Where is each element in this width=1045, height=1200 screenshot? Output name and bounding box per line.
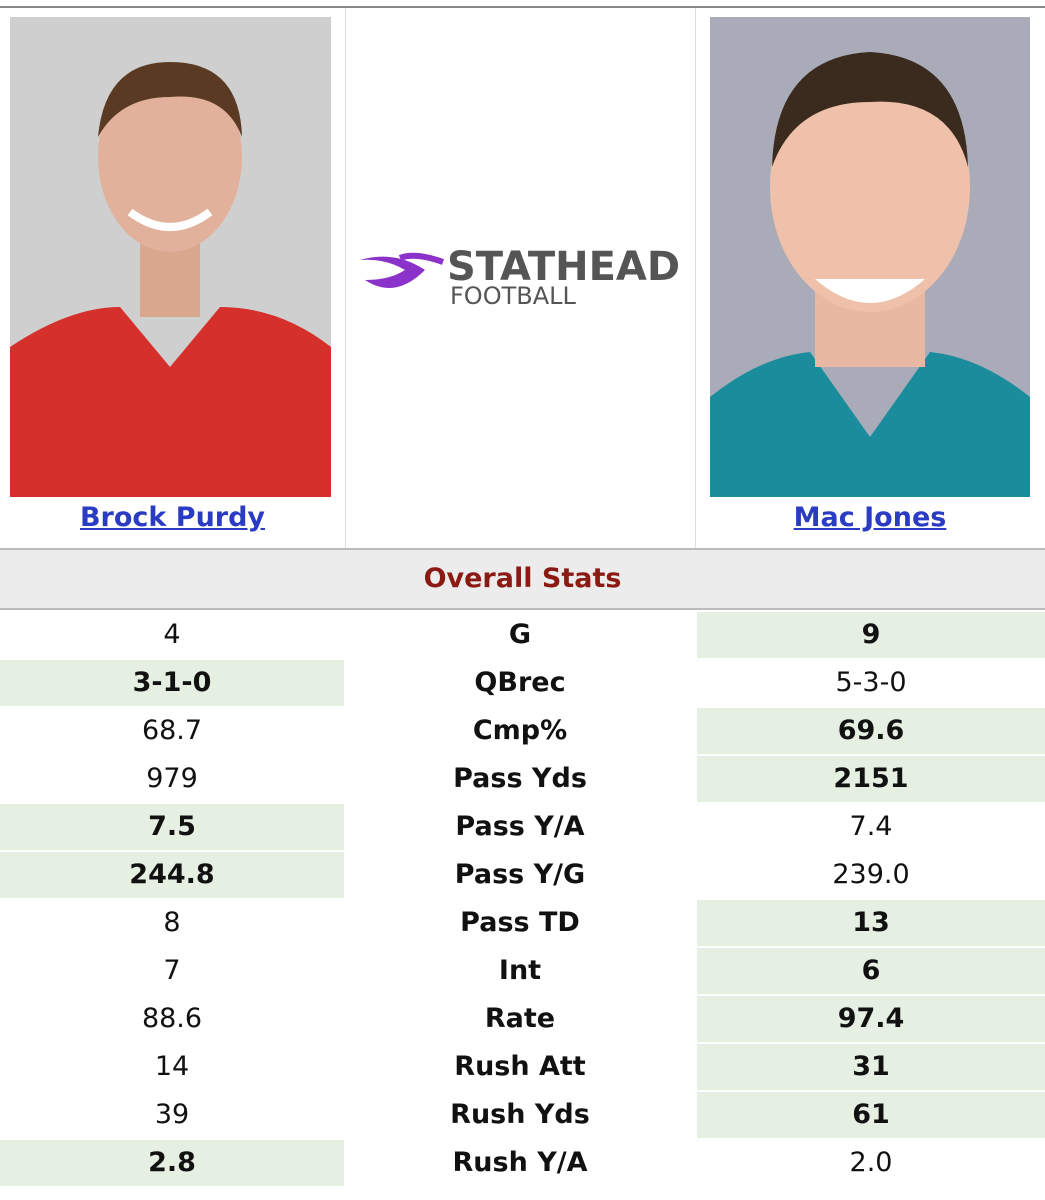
top-border bbox=[0, 6, 1045, 8]
logo-title: STATHEAD bbox=[447, 244, 680, 290]
left-value: 7 bbox=[163, 955, 181, 986]
stat-label: Rush Y/A bbox=[452, 1147, 588, 1178]
right-value: 61 bbox=[697, 1092, 1045, 1138]
divider bbox=[345, 8, 346, 548]
stat-label: Cmp% bbox=[472, 715, 568, 746]
right-value: 6 bbox=[697, 948, 1045, 994]
right-value: 97.4 bbox=[697, 996, 1045, 1042]
right-value: 5-3-0 bbox=[835, 667, 907, 698]
section-header: Overall Stats bbox=[0, 548, 1045, 610]
left-value: 88.6 bbox=[141, 1003, 203, 1034]
right-value: 31 bbox=[697, 1044, 1045, 1090]
left-value: 244.8 bbox=[0, 852, 344, 898]
right-value: 69.6 bbox=[697, 708, 1045, 754]
left-value: 3-1-0 bbox=[0, 660, 344, 706]
player-photo bbox=[710, 17, 1030, 497]
stat-label: Pass TD bbox=[460, 907, 580, 938]
stat-label: Int bbox=[498, 955, 542, 986]
stat-label: Pass Y/A bbox=[455, 811, 585, 842]
logo: STATHEAD FOOTBALL bbox=[360, 244, 680, 310]
left-value: 7.5 bbox=[0, 804, 344, 850]
player-photo bbox=[10, 17, 331, 497]
left-value: 14 bbox=[154, 1051, 190, 1082]
left-value: 8 bbox=[163, 907, 181, 938]
left-value: 979 bbox=[146, 763, 198, 794]
left-value: 2.8 bbox=[0, 1140, 344, 1186]
right-value: 239.0 bbox=[832, 859, 910, 890]
stat-label: Pass Yds bbox=[453, 763, 587, 794]
player-link[interactable]: Mac Jones bbox=[793, 502, 947, 533]
left-value: 68.7 bbox=[141, 715, 203, 746]
right-value: 2151 bbox=[697, 756, 1045, 802]
stat-label: Pass Y/G bbox=[454, 859, 586, 890]
stat-label: Rush Att bbox=[454, 1051, 586, 1082]
right-value: 7.4 bbox=[849, 811, 893, 842]
stat-label: QBrec bbox=[474, 667, 566, 698]
logo-subtitle: FOOTBALL bbox=[450, 282, 577, 310]
right-value: 13 bbox=[697, 900, 1045, 946]
stat-label: Rate bbox=[484, 1003, 556, 1034]
left-value: 39 bbox=[154, 1099, 190, 1130]
right-value: 9 bbox=[697, 612, 1045, 658]
divider bbox=[695, 8, 696, 548]
player-link[interactable]: Brock Purdy bbox=[79, 502, 266, 533]
stat-label: Rush Yds bbox=[450, 1099, 590, 1130]
stat-label: G bbox=[508, 619, 532, 650]
right-value: 2.0 bbox=[849, 1147, 893, 1178]
left-value: 4 bbox=[163, 619, 181, 650]
